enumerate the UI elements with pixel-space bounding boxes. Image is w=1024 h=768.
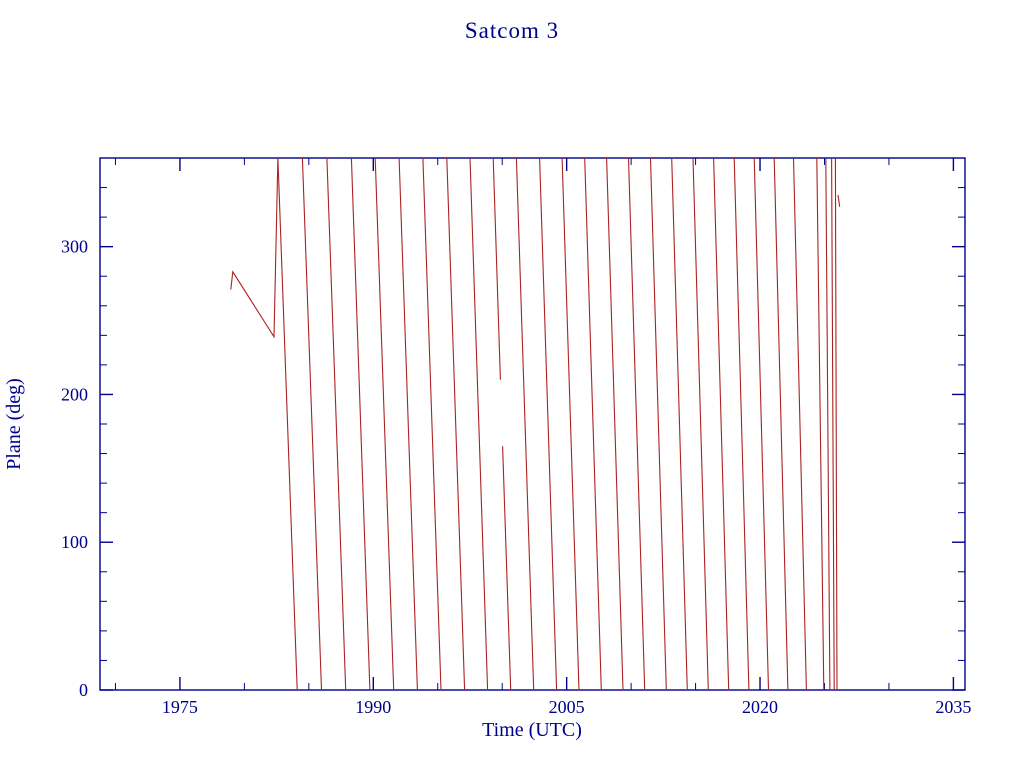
series-segment bbox=[374, 157, 395, 691]
series-segment bbox=[539, 157, 558, 691]
series-segment bbox=[825, 157, 831, 691]
x-axis-label: Time (UTC) bbox=[482, 719, 582, 741]
series-segment bbox=[492, 157, 501, 380]
series-segment bbox=[398, 157, 418, 691]
series-segment bbox=[301, 157, 323, 691]
series-segment bbox=[733, 157, 750, 691]
series-segment bbox=[326, 157, 347, 691]
series-segment bbox=[515, 157, 535, 691]
y-tick-label: 0 bbox=[79, 680, 88, 700]
series-segment bbox=[561, 157, 580, 691]
y-tick-label: 100 bbox=[61, 532, 88, 552]
y-tick-label: 300 bbox=[61, 237, 88, 257]
x-tick-label: 2035 bbox=[935, 697, 971, 717]
series-segment bbox=[502, 446, 512, 691]
series-segment bbox=[584, 157, 602, 691]
data-series bbox=[230, 157, 841, 691]
chart-title: Satcom 3 bbox=[465, 18, 559, 43]
x-tick-label: 2020 bbox=[742, 697, 778, 717]
y-tick-label: 200 bbox=[61, 384, 88, 404]
series-segment bbox=[350, 157, 371, 691]
series-segment bbox=[277, 157, 298, 691]
series-segment bbox=[837, 194, 841, 207]
series-segment bbox=[816, 157, 825, 691]
series-segment bbox=[792, 157, 807, 691]
series-segment bbox=[834, 157, 838, 691]
series-segment bbox=[606, 157, 624, 691]
y-axis-label: Plane (deg) bbox=[3, 378, 25, 470]
series-segment bbox=[692, 157, 709, 691]
series-segment bbox=[230, 157, 279, 339]
series-segment bbox=[753, 157, 770, 691]
series-segment bbox=[446, 157, 466, 691]
x-tick-label: 2005 bbox=[549, 697, 585, 717]
series-segment bbox=[469, 157, 489, 691]
axes: 1975 1990 2005 2020 2035 0 100 200 300 bbox=[61, 157, 971, 717]
series-segment bbox=[773, 157, 789, 691]
x-tick-label: 1975 bbox=[162, 697, 198, 717]
series-segment bbox=[713, 157, 730, 691]
series-segment bbox=[831, 157, 835, 691]
series-segment bbox=[671, 157, 688, 691]
series-segment bbox=[627, 157, 646, 691]
series-segment bbox=[649, 157, 667, 691]
x-tick-label: 1990 bbox=[355, 697, 391, 717]
series-segment bbox=[422, 157, 442, 691]
